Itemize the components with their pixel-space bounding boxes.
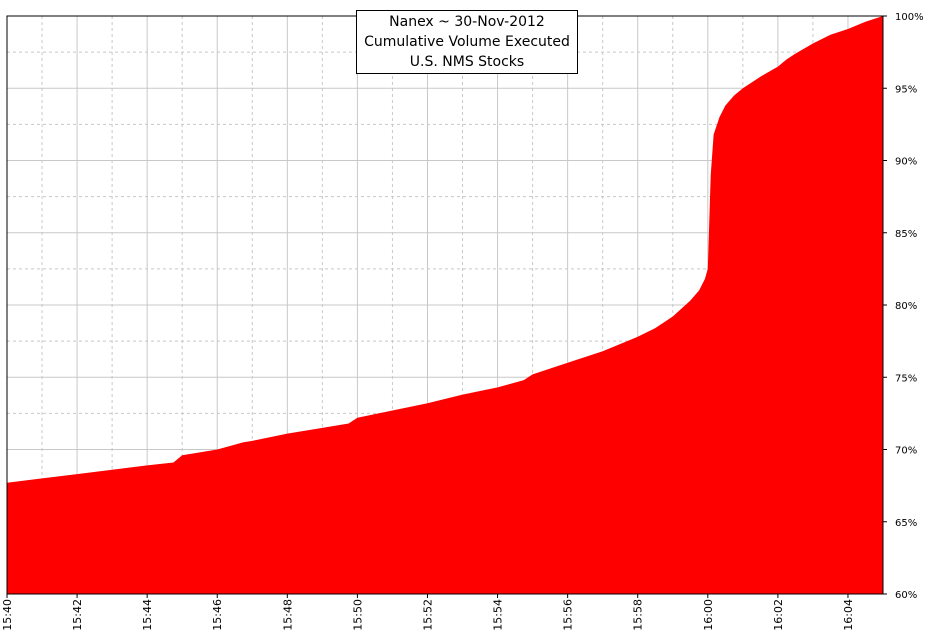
x-tick-label: 15:46	[211, 599, 224, 631]
x-tick-label: 15:52	[421, 599, 434, 631]
y-axis-ticks: 60% 65% 70% 75% 80% 85% 90% 95% 100%	[883, 12, 924, 601]
x-tick-label: 16:04	[842, 599, 855, 631]
x-tick-label: 15:50	[351, 599, 364, 631]
y-tick-label: 95%	[895, 84, 917, 95]
grid-lines	[7, 16, 883, 594]
y-tick-label: 85%	[895, 229, 917, 240]
x-tick-label: 15:42	[71, 599, 84, 631]
y-tick-label: 80%	[895, 301, 917, 312]
chart-title-line-2: Cumulative Volume Executed	[364, 34, 570, 50]
x-tick-label: 15:58	[632, 599, 645, 631]
y-tick-label: 100%	[895, 12, 924, 23]
y-tick-label: 65%	[895, 518, 917, 529]
x-tick-label: 16:00	[702, 599, 715, 631]
x-tick-label: 16:02	[772, 599, 785, 631]
cumulative-volume-area	[7, 16, 883, 594]
x-tick-label: 15:48	[281, 599, 294, 631]
y-tick-label: 90%	[895, 157, 917, 168]
chart-title-line-3: U.S. NMS Stocks	[409, 54, 525, 70]
x-axis-ticks: 15:40 15:42 15:44 15:46 15:48 15:50 15:52 15:54…	[1, 594, 855, 631]
chart-title-box: Nanex ~ 30-Nov-2012 Cumulative Volume Ex…	[356, 10, 578, 74]
x-tick-label: 15:44	[141, 599, 154, 631]
y-tick-label: 60%	[895, 590, 917, 601]
y-tick-label: 75%	[895, 373, 917, 384]
y-tick-label: 70%	[895, 446, 917, 457]
x-tick-label: 15:56	[562, 599, 575, 631]
x-tick-label: 15:40	[1, 599, 14, 631]
chart-title-line-1: Nanex ~ 30-Nov-2012	[389, 14, 545, 30]
x-tick-label: 15:54	[492, 599, 505, 631]
